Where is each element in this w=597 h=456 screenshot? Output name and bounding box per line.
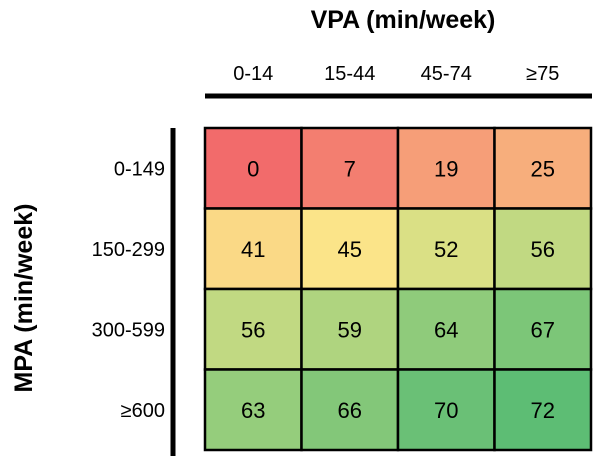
cell-value-label: 56 xyxy=(241,317,265,342)
heatmap-cell xyxy=(396,287,496,371)
cell-value-label: 0 xyxy=(247,156,259,181)
y-tick-label: 150-299 xyxy=(92,239,165,261)
cell-value-label: 41 xyxy=(241,237,265,262)
x-tick-label: ≥75 xyxy=(526,63,559,85)
cell-value-label: 56 xyxy=(531,237,555,262)
cell-value-label: 25 xyxy=(531,156,555,181)
heatmap-cell xyxy=(493,126,593,210)
y-tick-label: 0-149 xyxy=(114,158,165,180)
y-axis-title: MPA (min/week) xyxy=(10,204,38,393)
cell-value-label: 70 xyxy=(434,398,458,423)
y-tick-label: ≥600 xyxy=(121,400,165,422)
x-tick-label: 15-44 xyxy=(324,63,375,85)
cell-value-label: 45 xyxy=(338,237,362,262)
x-tick-label: 0-14 xyxy=(233,63,273,85)
heatmap-cell xyxy=(396,126,496,210)
cell-value-label: 66 xyxy=(338,398,362,423)
heatmap-cell xyxy=(396,207,496,291)
cell-value-label: 72 xyxy=(531,398,555,423)
heatmap-cell xyxy=(300,368,400,452)
cell-value-label: 64 xyxy=(434,317,458,342)
x-axis-title: VPA (min/week) xyxy=(311,6,496,34)
heatmap-cell xyxy=(300,207,400,291)
cell-value-label: 52 xyxy=(434,237,458,262)
heatmap-cell xyxy=(493,287,593,371)
cell-value-label: 63 xyxy=(241,398,265,423)
cell-value-label: 67 xyxy=(531,317,555,342)
x-tick-label: 45-74 xyxy=(421,63,472,85)
heatmap-cell xyxy=(493,368,593,452)
cell-value-label: 59 xyxy=(338,317,362,342)
y-tick-label: 300-599 xyxy=(92,319,165,341)
cell-value-label: 7 xyxy=(344,156,356,181)
heatmap-cell xyxy=(396,368,496,452)
cell-value-label: 19 xyxy=(434,156,458,181)
